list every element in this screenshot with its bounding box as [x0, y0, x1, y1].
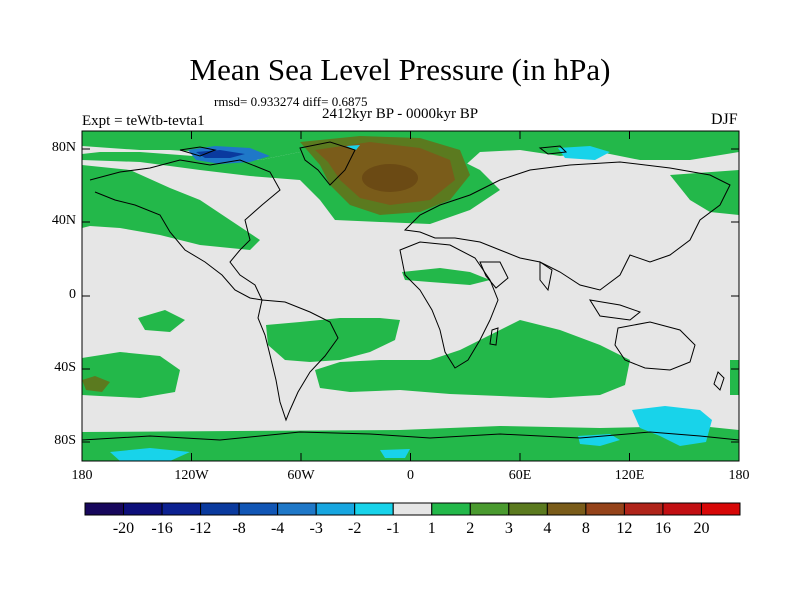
lon-label-0: 0: [407, 468, 414, 483]
stats-text: rmsd= 0.933274 diff= 0.6875: [214, 94, 368, 109]
colorbar: [84, 502, 741, 516]
colorbar-label: -8: [232, 520, 246, 537]
colorbar-box: [546, 502, 587, 516]
map-title: Mean Sea Level Pressure (in hPa): [189, 52, 611, 87]
lat-label-80n: 80N: [51, 140, 76, 155]
period-text: 2412kyr BP - 0000kyr BP: [322, 106, 479, 122]
lon-label-60w: 60W: [287, 468, 315, 483]
colorbar-label: -4: [270, 520, 285, 537]
lon-label-180e: 180: [728, 468, 750, 483]
lat-label-80s: 80S: [54, 433, 76, 448]
colorbar-box: [508, 502, 548, 516]
colorbar-box: [392, 502, 433, 516]
colorbar-box: [123, 502, 163, 516]
colorbar-box: [200, 502, 240, 516]
colorbar-box: [84, 502, 125, 516]
colorbar-label: 8: [581, 520, 590, 537]
colorbar-box: [662, 502, 702, 516]
colorbar-box: [469, 502, 510, 516]
colorbar-box: [623, 502, 664, 516]
colorbar-box: [700, 502, 741, 516]
colorbar-box: [315, 502, 356, 516]
colorbar-label: -2: [348, 520, 362, 537]
coastlines: [82, 141, 739, 441]
colorbar-label: -12: [189, 520, 212, 537]
colorbar-label: -1: [386, 520, 400, 537]
map-panel: [82, 131, 739, 461]
lon-label-120e: 120E: [614, 468, 645, 483]
lon-ticks: [81, 131, 740, 461]
lat-ticks: [82, 148, 739, 443]
lon-label-180w: 180: [71, 468, 93, 483]
negative-anomaly-areas: [110, 145, 712, 461]
colorbar-label: -3: [309, 520, 323, 537]
colorbar-label: -20: [112, 520, 135, 537]
colorbar-label: 16: [654, 520, 671, 537]
experiment-text: Expt = teWtb-tevta1: [82, 113, 205, 129]
colorbar-label: 12: [616, 520, 633, 537]
season-text: DJF: [711, 111, 738, 128]
colorbar-box: [277, 502, 317, 516]
colorbar-label: 1: [427, 520, 436, 537]
lat-label-0: 0: [69, 287, 76, 302]
lat-label-40n: 40N: [51, 213, 76, 228]
lon-label-60e: 60E: [508, 468, 532, 483]
colorbar-box: [354, 502, 394, 516]
colorbar-label: 2: [466, 520, 475, 537]
colorbar-box: [431, 502, 471, 516]
lon-label-120w: 120W: [174, 468, 209, 483]
colorbar-label: 20: [693, 520, 710, 537]
colorbar-box: [238, 502, 279, 516]
colorbar-label: 3: [504, 520, 513, 537]
colorbar-label: 4: [543, 520, 552, 537]
colorbar-box: [161, 502, 202, 516]
lat-label-40s: 40S: [54, 360, 76, 375]
north-atlantic-high-core: [82, 136, 470, 392]
colorbar-label: -16: [151, 520, 173, 537]
colorbar-box: [585, 502, 625, 516]
